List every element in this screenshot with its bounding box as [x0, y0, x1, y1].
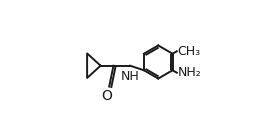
Text: O: O: [102, 89, 113, 103]
Text: NH: NH: [121, 70, 139, 83]
Text: CH₃: CH₃: [177, 45, 201, 58]
Text: NH₂: NH₂: [177, 66, 201, 79]
